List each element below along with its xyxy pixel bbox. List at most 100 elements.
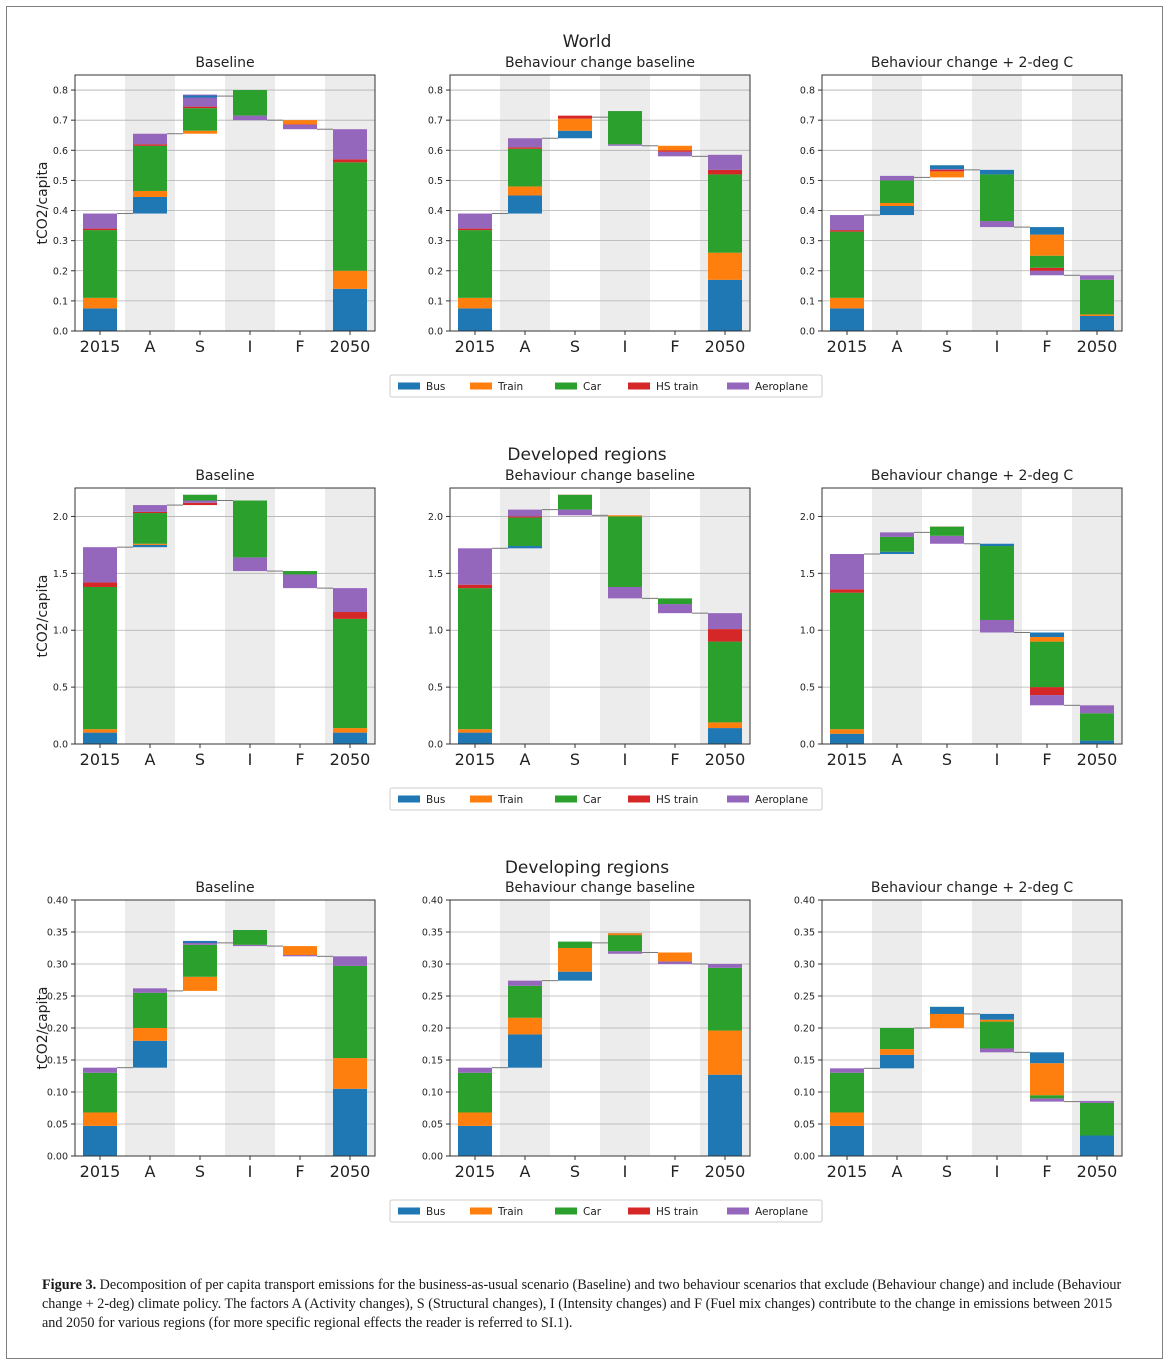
x-tick-label: I	[995, 1162, 1000, 1181]
bar-segment-aeroplane	[880, 532, 914, 537]
y-tick-label: 0.40	[422, 896, 443, 907]
bar-segment-car	[333, 965, 367, 1059]
bar-segment-bus	[133, 196, 167, 214]
bar-segment-aeroplane	[458, 548, 492, 585]
figure-label: Figure 3.	[42, 1277, 97, 1293]
y-tick-label: 0.2	[800, 266, 815, 277]
y-tick-label: 0.6	[53, 146, 68, 157]
y-axis-label: tCO2/capita	[35, 574, 51, 657]
y-tick-label: 0.00	[422, 1152, 443, 1163]
bar-segment-aeroplane	[233, 944, 267, 947]
y-tick-label: 0.15	[47, 1056, 68, 1067]
bar-segment-bus	[1080, 740, 1114, 744]
x-tick-label: 2015	[455, 1162, 496, 1181]
x-tick-label: I	[995, 750, 1000, 769]
bar-segment-bus	[83, 308, 117, 331]
y-tick-label: 0.20	[794, 1024, 815, 1035]
y-tick-label: 1.5	[428, 569, 443, 580]
y-tick-label: 0.0	[53, 740, 68, 751]
bar-segment-aeroplane	[708, 964, 742, 968]
bar-segment-train	[830, 1112, 864, 1126]
legend-swatch-train	[470, 795, 492, 803]
x-tick-label: 2050	[705, 750, 746, 769]
x-tick-label: F	[295, 1162, 304, 1181]
y-tick-label: 0.0	[428, 327, 443, 338]
legend-swatch-hs-train	[628, 382, 650, 390]
y-tick-label: 0.6	[800, 146, 815, 157]
bar-segment-bus	[333, 732, 367, 744]
legend-label: Car	[583, 381, 602, 393]
y-tick-label: 0.5	[53, 176, 68, 187]
bar-segment-bus	[333, 1088, 367, 1156]
x-tick-label: 2015	[80, 337, 121, 356]
x-tick-label: S	[942, 1162, 952, 1181]
y-tick-label: 0.00	[794, 1152, 815, 1163]
panel-title: Behaviour change baseline	[505, 468, 695, 484]
y-tick-label: 0.0	[800, 740, 815, 751]
bar-segment-aeroplane	[830, 553, 864, 590]
x-tick-label: F	[670, 337, 679, 356]
bar-segment-aeroplane	[458, 1067, 492, 1073]
bar-segment-car	[930, 526, 964, 536]
bar-segment-bus	[458, 732, 492, 744]
legend-label: HS train	[656, 794, 698, 806]
bar-segment-aeroplane	[133, 133, 167, 145]
bar-segment-bus	[458, 1125, 492, 1156]
bar-segment-bus	[830, 733, 864, 744]
bar-segment-hs-train	[458, 228, 492, 231]
bar-segment-car	[1080, 1102, 1114, 1136]
legend-swatch-hs-train	[628, 1207, 650, 1215]
x-tick-label: 2015	[80, 1162, 121, 1181]
legend-box	[389, 1199, 823, 1223]
figure-frame	[6, 6, 1163, 1359]
bar-segment-car	[508, 148, 542, 187]
bar-segment-aeroplane	[1030, 270, 1064, 276]
bar-segment-car	[608, 516, 642, 587]
bar-segment-bus	[508, 1034, 542, 1068]
x-tick-label: I	[248, 750, 253, 769]
bar-segment-car	[133, 992, 167, 1028]
x-tick-label: F	[670, 1162, 679, 1181]
bar-segment-car	[1080, 279, 1114, 315]
y-tick-label: 0.1	[800, 296, 815, 307]
x-tick-label: 2015	[80, 750, 121, 769]
bar-segment-bus	[508, 195, 542, 214]
plot-frame	[74, 74, 376, 332]
bar-segment-car	[708, 641, 742, 723]
bar-segment-aeroplane	[658, 604, 692, 614]
x-tick-label: S	[570, 337, 580, 356]
y-tick-label: 0.8	[53, 86, 68, 97]
panel-title: Baseline	[195, 468, 254, 484]
bar-segment-hs-train	[83, 228, 117, 231]
bar-segment-car	[133, 513, 167, 544]
bar-segment-aeroplane	[980, 619, 1014, 633]
bar-segment-train	[830, 297, 864, 309]
x-tick-label: 2050	[330, 750, 371, 769]
y-tick-label: 0.25	[794, 992, 815, 1003]
y-tick-label: 0.4	[53, 206, 68, 217]
x-tick-label: S	[570, 1162, 580, 1181]
bar-segment-car	[233, 500, 267, 558]
bar-segment-car	[880, 1028, 914, 1050]
plot-frame	[821, 487, 1123, 745]
bar-segment-aeroplane	[233, 115, 267, 121]
legend-label: Bus	[426, 381, 445, 393]
bar-segment-bus	[880, 1054, 914, 1069]
x-tick-label: F	[1042, 1162, 1051, 1181]
y-tick-label: 0.10	[47, 1088, 68, 1099]
x-tick-label: I	[623, 337, 628, 356]
bar-segment-bus	[558, 130, 592, 139]
bar-segment-aeroplane	[333, 956, 367, 966]
bar-segment-car	[980, 1021, 1014, 1049]
bar-segment-car	[558, 941, 592, 948]
bar-segment-aeroplane	[930, 168, 964, 170]
bar-segment-hs-train	[830, 230, 864, 232]
figure-chart-grid: World Baseline 0.0 0.1 0.2 0.3 0.4 0.5 0.6 0.7 0.8…	[35, 32, 1123, 1223]
legend-label: HS train	[656, 381, 698, 393]
bar-segment-bus	[1030, 227, 1064, 235]
bar-segment-bus	[708, 279, 742, 331]
bar-segment-aeroplane	[1030, 1098, 1064, 1102]
bar-segment-aeroplane	[333, 129, 367, 160]
y-tick-label: 0.0	[53, 327, 68, 338]
bar-segment-bus	[83, 732, 117, 744]
